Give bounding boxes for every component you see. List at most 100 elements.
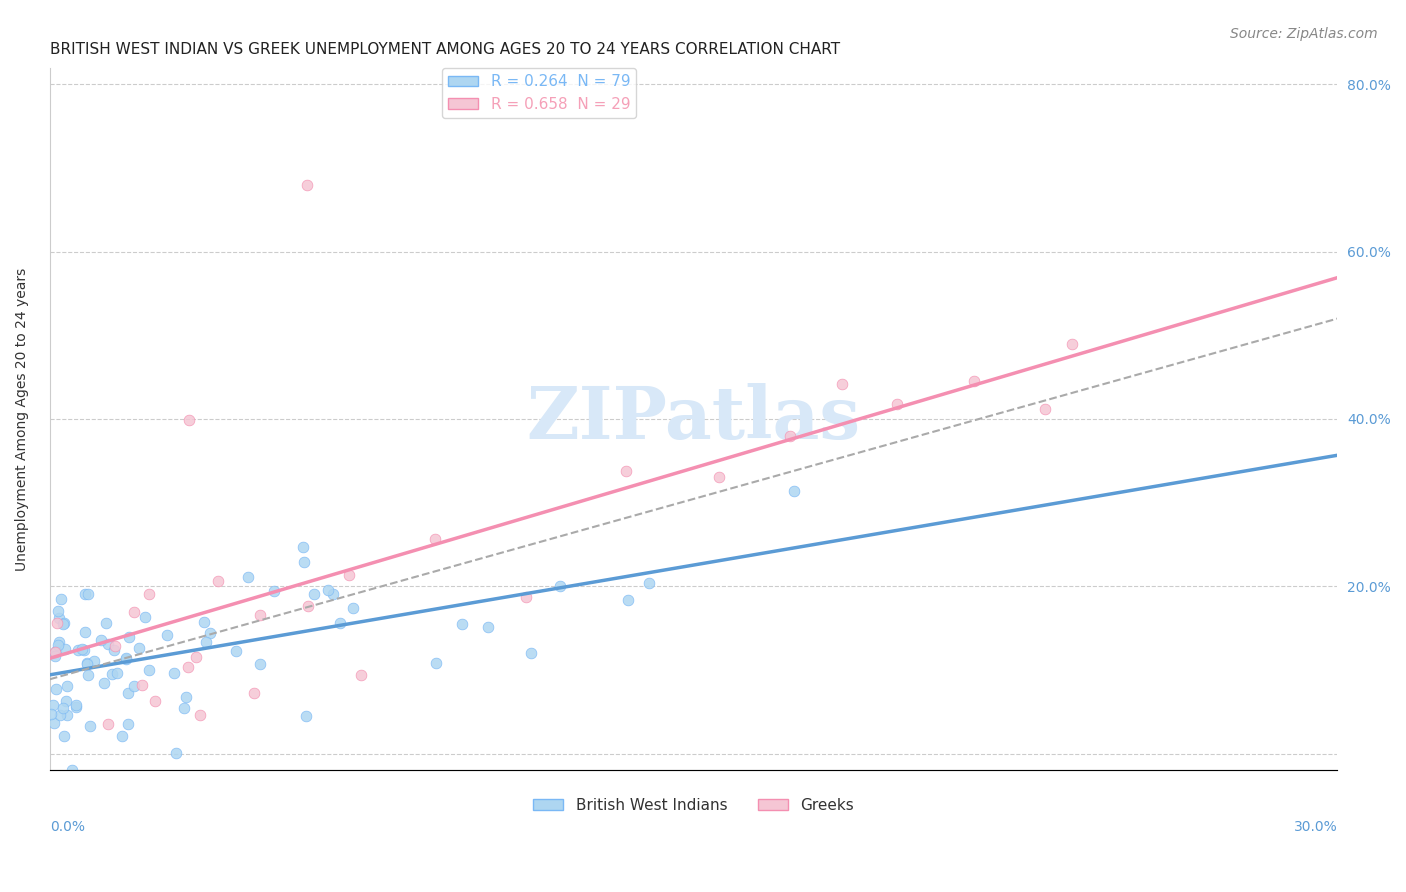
Point: [65, 699, 87, 714]
Point: [225, 644, 247, 658]
Point: [451, 616, 474, 631]
Point: [550, 579, 572, 593]
Point: [638, 575, 661, 590]
Point: [118, 630, 141, 644]
Point: [76, 657, 98, 671]
Point: [104, 640, 127, 654]
Point: [188, 708, 211, 723]
Point: [111, 729, 134, 743]
Point: [423, 532, 446, 546]
Point: [122, 605, 145, 619]
Text: 0.0%: 0.0%: [49, 820, 84, 833]
Text: BRITISH WEST INDIAN VS GREEK UNEMPLOYMENT AMONG AGES 20 TO 24 YEARS CORRELATION : BRITISH WEST INDIAN VS GREEK UNEMPLOYMEN…: [49, 42, 839, 57]
Point: [73, 643, 96, 657]
Point: [297, 599, 319, 614]
Point: [70, 642, 93, 657]
Point: [614, 464, 637, 478]
Point: [425, 656, 447, 670]
Point: [302, 587, 325, 601]
Point: [76, 587, 98, 601]
Point: [93, 676, 115, 690]
Point: [117, 686, 139, 700]
Point: [83, 654, 105, 668]
Point: [73, 587, 96, 601]
Point: [195, 635, 218, 649]
Point: [90, 632, 112, 647]
Point: [176, 660, 198, 674]
Point: [316, 583, 339, 598]
Point: [97, 637, 120, 651]
Point: [60, 764, 83, 778]
Point: [76, 657, 98, 672]
Point: [207, 574, 229, 588]
Point: [53, 641, 76, 656]
Point: [249, 657, 271, 671]
Point: [184, 650, 207, 665]
Point: [128, 641, 150, 656]
Y-axis label: Unemployment Among Ages 20 to 24 years: Unemployment Among Ages 20 to 24 years: [15, 268, 30, 571]
Point: [1060, 337, 1083, 351]
Point: [55, 708, 77, 723]
Text: 30.0%: 30.0%: [1294, 820, 1337, 833]
Point: [329, 616, 352, 631]
Point: [134, 609, 156, 624]
Point: [165, 746, 187, 760]
Point: [156, 628, 179, 642]
Point: [173, 701, 195, 715]
Point: [46, 638, 69, 652]
Point: [515, 590, 537, 604]
Point: [339, 568, 361, 582]
Point: [963, 374, 986, 388]
Point: [236, 570, 259, 584]
Point: [114, 652, 136, 666]
Point: [56, 679, 79, 693]
Point: [292, 540, 315, 554]
Point: [51, 592, 73, 607]
Point: [263, 583, 285, 598]
Point: [48, 634, 70, 648]
Point: [42, 716, 65, 731]
Point: [49, 708, 72, 723]
Point: [52, 701, 75, 715]
Point: [617, 593, 640, 607]
Point: [42, 698, 65, 712]
Point: [242, 686, 264, 700]
Point: [249, 608, 271, 623]
Point: [96, 616, 118, 631]
Point: [138, 663, 160, 677]
Point: [97, 717, 120, 731]
Point: [46, 604, 69, 618]
Text: Source: ZipAtlas.com: Source: ZipAtlas.com: [1230, 27, 1378, 41]
Point: [143, 694, 166, 708]
Point: [350, 667, 373, 681]
Point: [886, 397, 908, 411]
Point: [477, 620, 499, 634]
Point: [79, 718, 101, 732]
Point: [46, 615, 69, 630]
Point: [707, 470, 730, 484]
Point: [105, 665, 128, 680]
Point: [44, 645, 66, 659]
Point: [292, 555, 315, 569]
Point: [103, 642, 125, 657]
Point: [66, 642, 89, 657]
Point: [53, 729, 76, 743]
Point: [163, 666, 186, 681]
Point: [174, 690, 197, 705]
Point: [520, 646, 543, 660]
Point: [297, 178, 319, 192]
Point: [138, 587, 160, 601]
Point: [115, 651, 138, 665]
Point: [193, 615, 215, 629]
Point: [117, 717, 139, 731]
Point: [101, 666, 124, 681]
Point: [45, 681, 67, 696]
Point: [124, 679, 146, 693]
Point: [65, 698, 87, 712]
Point: [55, 694, 77, 708]
Point: [52, 617, 75, 632]
Legend: British West Indians, Greeks: British West Indians, Greeks: [527, 792, 860, 819]
Point: [48, 611, 70, 625]
Point: [1035, 401, 1057, 416]
Point: [342, 601, 364, 615]
